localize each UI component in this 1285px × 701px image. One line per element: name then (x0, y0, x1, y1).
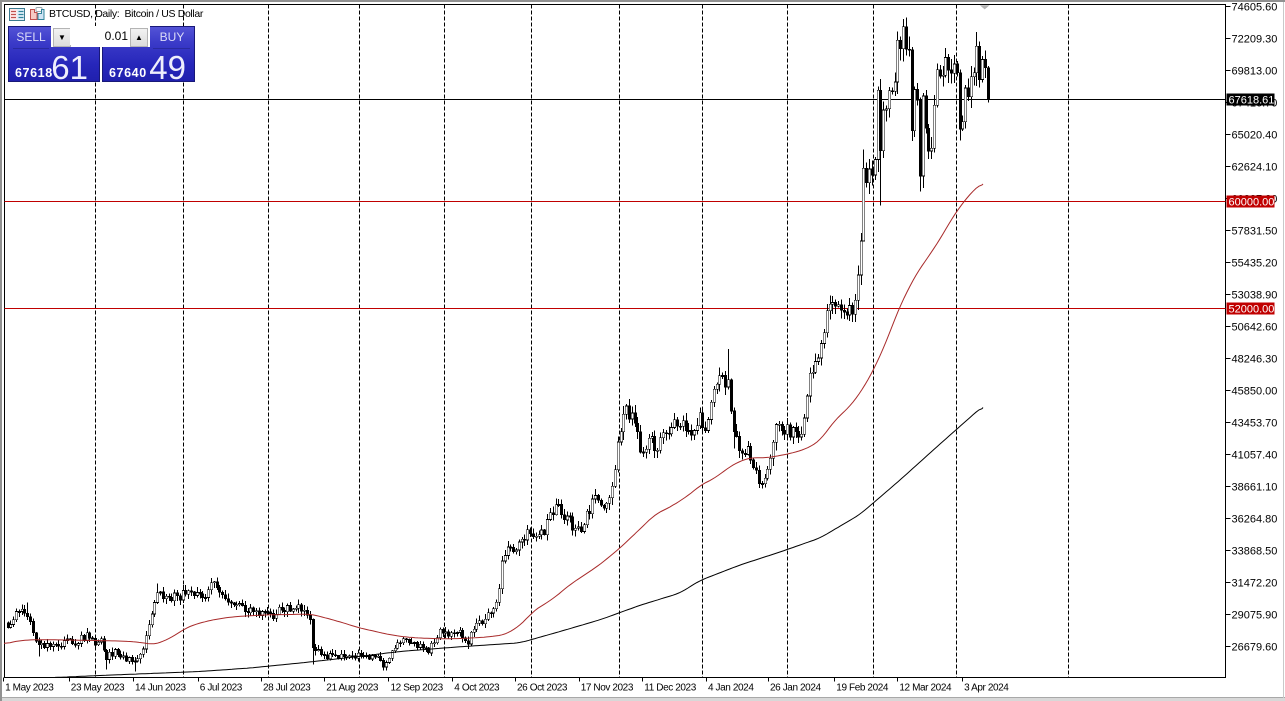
svg-text:21 Aug 2023: 21 Aug 2023 (326, 683, 379, 694)
svg-text:69813.00: 69813.00 (1232, 65, 1278, 77)
svg-text:38661.10: 38661.10 (1232, 481, 1278, 493)
svg-text:52000.00: 52000.00 (1229, 304, 1275, 316)
svg-text:53038.90: 53038.90 (1232, 289, 1278, 301)
svg-text:1 May 2023: 1 May 2023 (5, 683, 54, 694)
svg-text:4 Oct 2023: 4 Oct 2023 (454, 683, 500, 694)
svg-text:26679.60: 26679.60 (1232, 641, 1278, 653)
svg-text:65020.40: 65020.40 (1232, 129, 1278, 141)
svg-text:11 Dec 2023: 11 Dec 2023 (644, 683, 696, 694)
svg-text:3 Apr 2024: 3 Apr 2024 (964, 683, 1009, 694)
svg-text:29075.90: 29075.90 (1232, 609, 1278, 621)
svg-text:26 Jan 2024: 26 Jan 2024 (770, 683, 821, 694)
svg-text:36264.80: 36264.80 (1232, 513, 1278, 525)
svg-text:33868.50: 33868.50 (1232, 545, 1278, 557)
svg-text:57831.50: 57831.50 (1232, 225, 1278, 237)
svg-text:19 Feb 2024: 19 Feb 2024 (836, 683, 889, 694)
svg-text:31472.20: 31472.20 (1232, 577, 1278, 589)
svg-text:17 Nov 2023: 17 Nov 2023 (581, 683, 634, 694)
svg-text:6 Jul 2023: 6 Jul 2023 (200, 683, 243, 694)
svg-text:48246.30: 48246.30 (1232, 353, 1278, 365)
svg-text:41057.40: 41057.40 (1232, 449, 1278, 461)
svg-text:67618.61: 67618.61 (1229, 95, 1275, 107)
svg-text:62624.10: 62624.10 (1232, 161, 1278, 173)
svg-text:55435.20: 55435.20 (1232, 257, 1278, 269)
svg-text:72209.30: 72209.30 (1232, 33, 1278, 45)
svg-text:12 Sep 2023: 12 Sep 2023 (391, 683, 444, 694)
svg-text:12 Mar 2024: 12 Mar 2024 (899, 683, 952, 694)
svg-text:45850.00: 45850.00 (1232, 385, 1278, 397)
svg-text:26 Oct 2023: 26 Oct 2023 (517, 683, 568, 694)
svg-text:60000.00: 60000.00 (1229, 197, 1275, 209)
svg-text:23 May 2023: 23 May 2023 (71, 683, 125, 694)
svg-text:43453.70: 43453.70 (1232, 417, 1278, 429)
svg-text:28 Jul 2023: 28 Jul 2023 (263, 683, 311, 694)
svg-text:14 Jun 2023: 14 Jun 2023 (135, 683, 186, 694)
svg-text:50642.60: 50642.60 (1232, 321, 1278, 333)
svg-text:74605.60: 74605.60 (1232, 1, 1278, 13)
svg-text:4 Jan 2024: 4 Jan 2024 (708, 683, 754, 694)
